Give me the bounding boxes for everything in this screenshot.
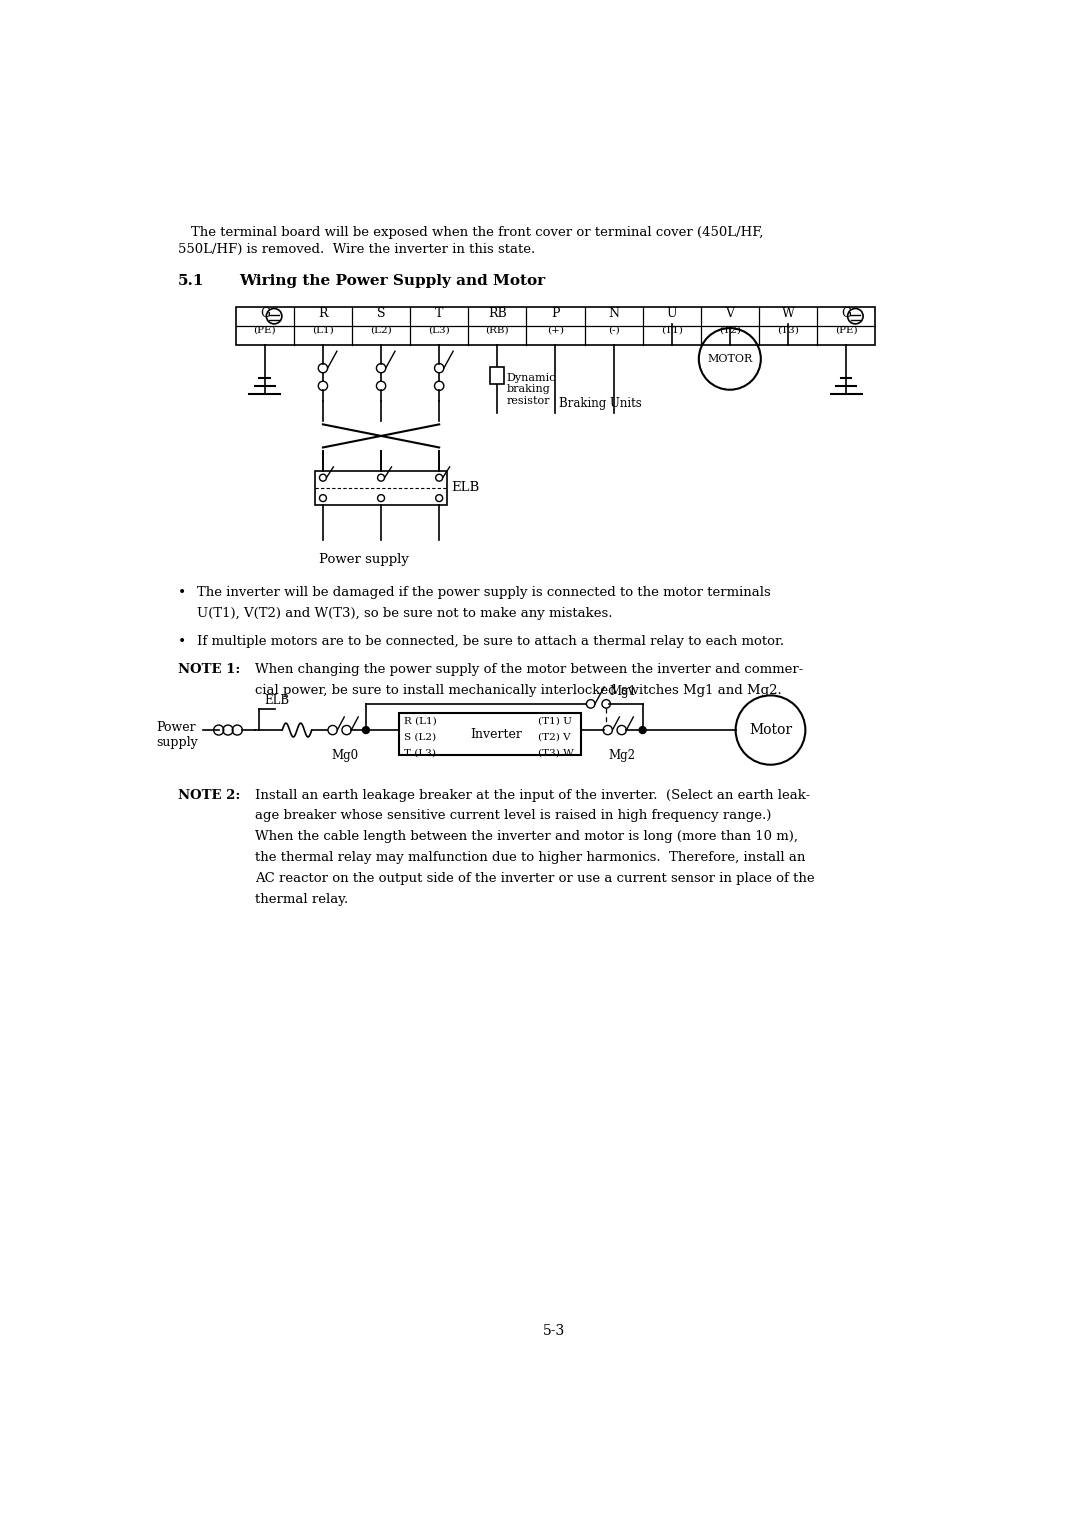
Text: (T1): (T1) xyxy=(661,325,683,335)
Text: Power: Power xyxy=(157,721,197,733)
Text: V: V xyxy=(726,307,734,321)
Text: (-): (-) xyxy=(608,325,620,335)
Text: (T3) W: (T3) W xyxy=(538,749,573,758)
Text: age breaker whose sensitive current level is raised in high frequency range.): age breaker whose sensitive current leve… xyxy=(255,810,771,822)
Text: G: G xyxy=(841,307,851,321)
Text: ELB: ELB xyxy=(450,481,480,495)
Text: 550L/HF) is removed.  Wire the inverter in this state.: 550L/HF) is removed. Wire the inverter i… xyxy=(177,243,535,257)
Text: supply: supply xyxy=(157,736,199,749)
Text: Dynamic
braking
resistor: Dynamic braking resistor xyxy=(507,373,556,406)
Text: cial power, be sure to install mechanically interlocked switches Mg1 and Mg2.: cial power, be sure to install mechanica… xyxy=(255,685,782,697)
Text: When changing the power supply of the motor between the inverter and commer-: When changing the power supply of the mo… xyxy=(255,663,804,675)
Bar xyxy=(315,471,447,506)
Text: When the cable length between the inverter and motor is long (more than 10 m),: When the cable length between the invert… xyxy=(255,830,798,843)
Text: (T3): (T3) xyxy=(777,325,799,335)
Text: Install an earth leakage breaker at the input of the inverter.  (Select an earth: Install an earth leakage breaker at the … xyxy=(255,788,810,802)
Text: (RB): (RB) xyxy=(486,325,509,335)
Text: G: G xyxy=(260,307,270,321)
Text: Mg2: Mg2 xyxy=(608,749,635,762)
Text: •: • xyxy=(177,634,186,648)
Text: W: W xyxy=(782,307,795,321)
Bar xyxy=(490,367,504,384)
Bar xyxy=(235,307,875,345)
Text: 5-3: 5-3 xyxy=(542,1325,565,1339)
Text: (T2): (T2) xyxy=(719,325,741,335)
Text: (PE): (PE) xyxy=(254,325,276,335)
Text: Power supply: Power supply xyxy=(319,553,409,565)
Text: S: S xyxy=(377,307,386,321)
Text: Wiring the Power Supply and Motor: Wiring the Power Supply and Motor xyxy=(240,274,545,289)
Text: N: N xyxy=(608,307,619,321)
Text: Motor: Motor xyxy=(748,723,792,736)
Text: (+): (+) xyxy=(546,325,564,335)
Text: •: • xyxy=(177,587,186,601)
Text: U: U xyxy=(666,307,677,321)
Text: R: R xyxy=(319,307,327,321)
Circle shape xyxy=(639,727,646,733)
Text: T: T xyxy=(435,307,444,321)
Bar xyxy=(399,714,581,755)
Text: thermal relay.: thermal relay. xyxy=(255,892,349,906)
Text: MOTOR: MOTOR xyxy=(707,354,753,364)
Text: NOTE 1:: NOTE 1: xyxy=(177,663,240,675)
Text: AC reactor on the output side of the inverter or use a current sensor in place o: AC reactor on the output side of the inv… xyxy=(255,872,814,885)
Text: Inverter: Inverter xyxy=(470,727,522,741)
Text: The terminal board will be exposed when the front cover or terminal cover (450L/: The terminal board will be exposed when … xyxy=(191,226,764,240)
Text: (L1): (L1) xyxy=(312,325,334,335)
Text: (T1) U: (T1) U xyxy=(538,717,572,726)
Text: (PE): (PE) xyxy=(835,325,858,335)
Text: The inverter will be damaged if the power supply is connected to the motor termi: The inverter will be damaged if the powe… xyxy=(197,587,771,599)
Text: ELB: ELB xyxy=(265,694,289,707)
Text: NOTE 2:: NOTE 2: xyxy=(177,788,240,802)
Text: U(T1), V(T2) and W(T3), so be sure not to make any mistakes.: U(T1), V(T2) and W(T3), so be sure not t… xyxy=(197,607,612,620)
Text: S (L2): S (L2) xyxy=(404,732,436,741)
Text: R (L1): R (L1) xyxy=(404,717,436,726)
Text: T (L3): T (L3) xyxy=(404,749,436,758)
Circle shape xyxy=(363,727,369,733)
Text: Mg1: Mg1 xyxy=(609,685,636,698)
Text: (T2) V: (T2) V xyxy=(538,732,570,741)
Text: Mg0: Mg0 xyxy=(332,749,359,762)
Text: (L3): (L3) xyxy=(429,325,450,335)
Text: the thermal relay may malfunction due to higher harmonics.  Therefore, install a: the thermal relay may malfunction due to… xyxy=(255,851,806,863)
Text: 5.1: 5.1 xyxy=(177,274,204,289)
Text: RB: RB xyxy=(488,307,507,321)
Text: Braking Units: Braking Units xyxy=(559,397,643,411)
Text: (L2): (L2) xyxy=(370,325,392,335)
Text: P: P xyxy=(551,307,559,321)
Text: If multiple motors are to be connected, be sure to attach a thermal relay to eac: If multiple motors are to be connected, … xyxy=(197,634,784,648)
